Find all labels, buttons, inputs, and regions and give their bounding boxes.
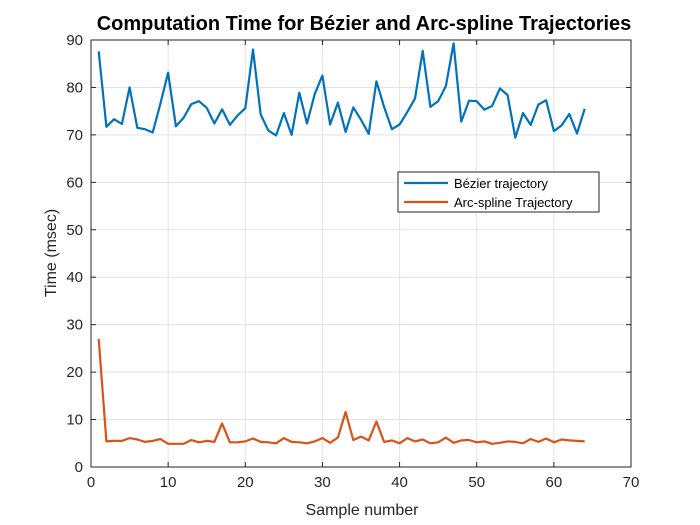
legend-box (397, 171, 600, 213)
y-tick-label: 10 (66, 412, 83, 429)
x-tick-label: 0 (87, 474, 95, 491)
legend: Bézier trajectory Arc-spline Trajectory (397, 171, 600, 213)
x-tick-label: 10 (160, 474, 177, 491)
y-tick-label: 90 (66, 32, 83, 49)
y-tick-label: 70 (66, 127, 83, 144)
y-tick-label: 30 (66, 317, 83, 334)
x-tick-label: 30 (314, 474, 331, 491)
plot-area (90, 39, 632, 468)
series-line-2 (97, 338, 585, 445)
axis-ticks: 0 10 20 30 40 50 60 70 0 10 20 30 40 50 60 70 80 90 (66, 32, 639, 491)
x-tick-label: 40 (391, 474, 408, 491)
series-line-1 (97, 42, 586, 139)
x-tick-label: 50 (468, 474, 485, 491)
y-tick-label: 60 (66, 174, 83, 191)
y-tick-label: 40 (66, 269, 83, 286)
x-tick-label: 70 (623, 474, 640, 491)
legend-label-2: Arc-spline Trajectory (454, 195, 573, 210)
series-layer (97, 42, 586, 445)
x-tick-label: 60 (546, 474, 563, 491)
y-tick-label: 50 (66, 222, 83, 239)
x-axis-label: Sample number (306, 502, 420, 519)
x-tick-label: 20 (237, 474, 254, 491)
legend-label-1: Bézier trajectory (454, 176, 548, 191)
chart-title: Computation Time for Bézier and Arc-spli… (97, 13, 632, 35)
y-tick-label: 20 (66, 364, 83, 381)
y-axis-label: Time (msec) (43, 209, 60, 297)
y-tick-label: 80 (66, 79, 83, 96)
y-tick-label: 0 (75, 459, 83, 476)
